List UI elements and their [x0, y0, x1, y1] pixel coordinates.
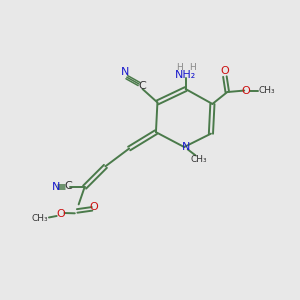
Text: O: O [241, 85, 250, 96]
Text: H: H [176, 63, 182, 72]
Text: C: C [64, 181, 72, 191]
Text: N: N [52, 182, 60, 192]
Text: C: C [139, 81, 146, 91]
Text: N: N [121, 67, 129, 77]
Text: CH₃: CH₃ [191, 155, 207, 164]
Text: O: O [56, 209, 65, 220]
Text: O: O [220, 66, 229, 76]
Text: N: N [182, 142, 191, 152]
Text: NH₂: NH₂ [175, 70, 196, 80]
Text: CH₃: CH₃ [31, 214, 48, 223]
Text: O: O [89, 202, 98, 212]
Text: H: H [189, 63, 196, 72]
Text: CH₃: CH₃ [259, 86, 275, 95]
